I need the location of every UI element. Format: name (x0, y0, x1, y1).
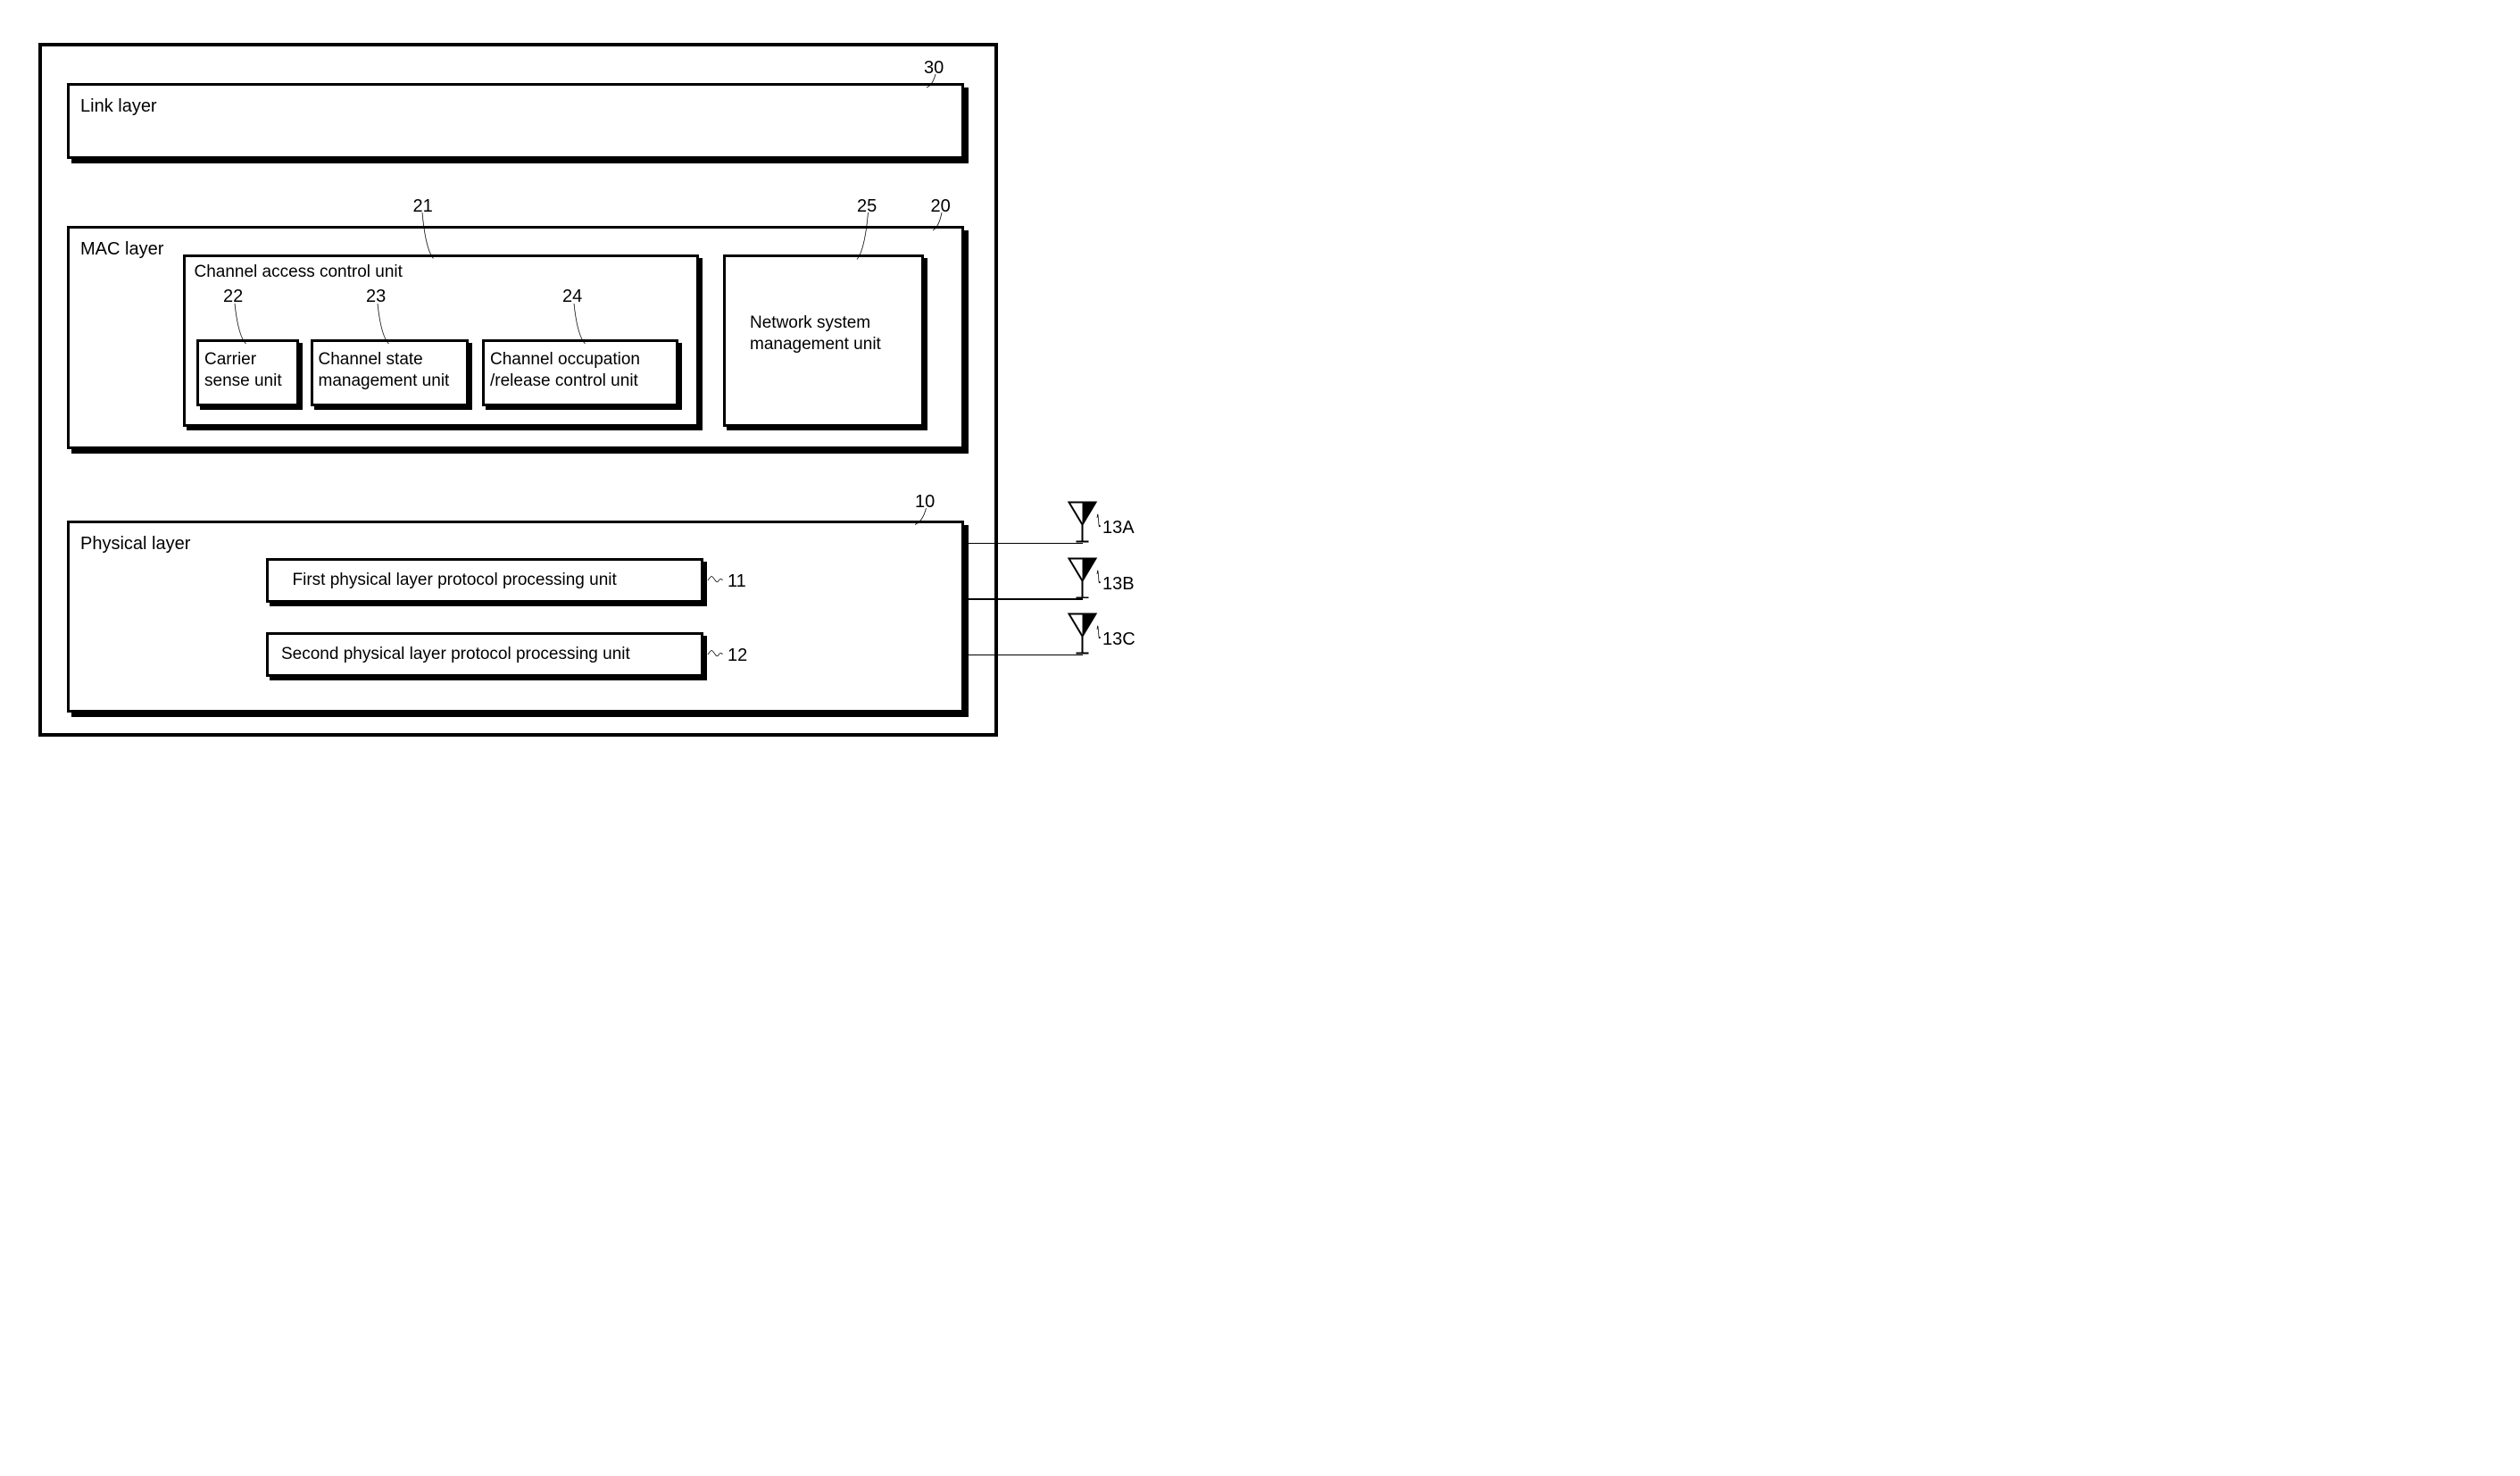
leader-13B (1093, 565, 1105, 592)
leader-23 (369, 295, 398, 353)
channel-access-title: Channel access control unit (195, 263, 403, 282)
diagram-root: Link layer30MAC layer20Channel access co… (18, 18, 1278, 756)
network-mgmt-label: Network systemmanagement unit (750, 313, 881, 355)
physical-layer-box (67, 521, 964, 713)
leader-13C (1093, 621, 1105, 647)
ref-13B: 13B (1102, 574, 1135, 595)
phy2-label: Second physical layer protocol processin… (281, 645, 630, 664)
channel_occ-label: Channel occupation/release control unit (490, 349, 640, 392)
leader-12 (703, 646, 728, 663)
ref-13A: 13A (1102, 518, 1135, 538)
antenna-connection-line (964, 655, 1083, 656)
leader-10 (906, 499, 936, 534)
ref-13C: 13C (1102, 630, 1135, 650)
leader-13A (1093, 509, 1105, 536)
ref-12: 12 (728, 646, 747, 666)
mac-layer-label: MAC layer (80, 239, 163, 260)
channel_state-label: Channel statemanagement unit (319, 349, 450, 392)
antenna-connection-line (964, 598, 1083, 600)
leader-25 (848, 204, 877, 269)
phy1-label: First physical layer protocol processing… (293, 571, 617, 590)
leader-24 (565, 295, 595, 353)
leader-22 (226, 295, 255, 353)
leader-30 (918, 65, 944, 96)
carrier_sense-label: Carriersense unit (204, 349, 282, 392)
leader-21 (413, 204, 443, 268)
physical-layer-label: Physical layer (80, 534, 190, 555)
antenna-connection-line (964, 543, 1083, 545)
leader-11 (703, 571, 728, 589)
link-layer-label: Link layer (80, 96, 157, 117)
link-layer-box (67, 83, 964, 159)
leader-20 (924, 204, 951, 239)
ref-11: 11 (728, 571, 746, 592)
